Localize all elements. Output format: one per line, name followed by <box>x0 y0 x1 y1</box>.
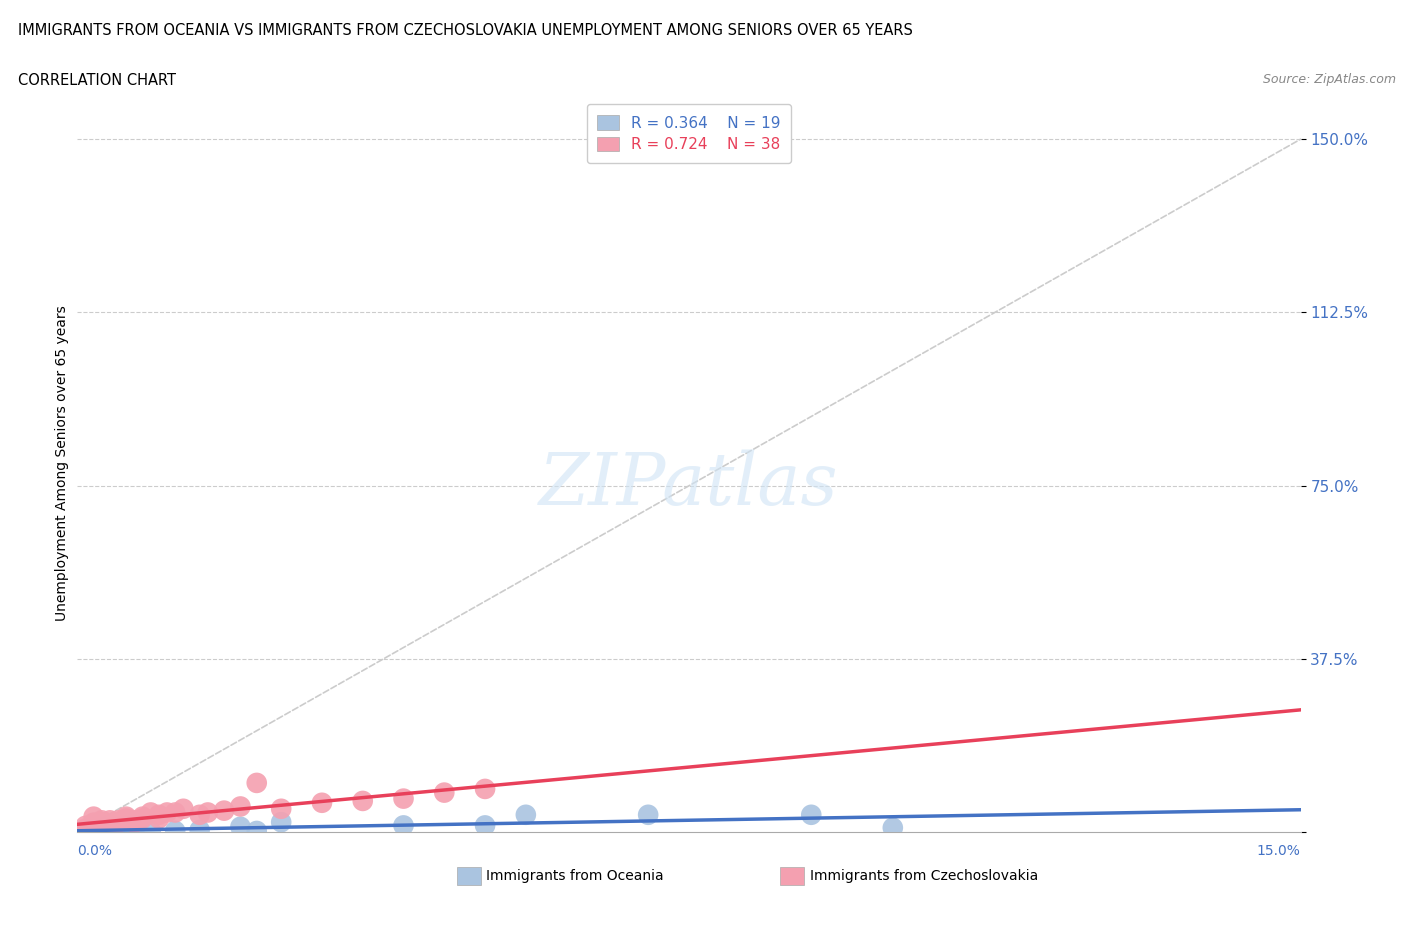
Text: IMMIGRANTS FROM OCEANIA VS IMMIGRANTS FROM CZECHOSLOVAKIA UNEMPLOYMENT AMONG SEN: IMMIGRANTS FROM OCEANIA VS IMMIGRANTS FR… <box>18 23 912 38</box>
Point <box>83 809 105 824</box>
Point <box>270 802 292 817</box>
Legend: R = 0.364    N = 19, R = 0.724    N = 38: R = 0.364 N = 19, R = 0.724 N = 38 <box>586 104 792 163</box>
Point <box>75 821 97 836</box>
Point <box>165 805 187 820</box>
Point <box>83 816 105 830</box>
Point <box>352 793 374 808</box>
Point <box>172 802 194 817</box>
Point <box>90 813 112 828</box>
Point <box>75 823 97 838</box>
Point <box>148 811 170 826</box>
Point <box>156 805 179 820</box>
Point <box>107 816 129 830</box>
Point <box>131 811 153 826</box>
Point <box>246 824 269 839</box>
Point <box>115 809 138 824</box>
Point <box>229 819 252 834</box>
Point <box>188 823 211 838</box>
Point <box>800 807 823 822</box>
Point <box>882 820 904 835</box>
Point <box>98 819 121 834</box>
Point <box>107 824 129 839</box>
Point <box>83 817 105 832</box>
Point <box>90 823 112 838</box>
Point <box>83 819 105 834</box>
Point <box>98 817 121 832</box>
Point <box>474 818 496 833</box>
Point <box>474 781 496 796</box>
Text: Immigrants from Oceania: Immigrants from Oceania <box>486 869 664 883</box>
Point <box>124 823 146 838</box>
Point <box>212 804 235 818</box>
Point <box>107 813 129 828</box>
Point <box>148 807 170 822</box>
Point <box>98 824 121 839</box>
Point <box>75 823 97 838</box>
Point <box>83 824 105 839</box>
Point <box>197 805 219 820</box>
Text: CORRELATION CHART: CORRELATION CHART <box>18 73 176 87</box>
Point <box>392 818 415 833</box>
Point <box>90 816 112 830</box>
Point <box>392 791 415 806</box>
Point <box>188 807 211 822</box>
Text: Source: ZipAtlas.com: Source: ZipAtlas.com <box>1263 73 1396 86</box>
Point <box>637 807 659 822</box>
Point <box>115 811 138 826</box>
Y-axis label: Unemployment Among Seniors over 65 years: Unemployment Among Seniors over 65 years <box>55 305 69 620</box>
Point <box>311 795 333 810</box>
Point <box>229 799 252 814</box>
Point <box>515 807 537 822</box>
Text: 0.0%: 0.0% <box>77 844 112 858</box>
Point <box>270 815 292 830</box>
Point <box>124 816 146 830</box>
Point <box>139 805 162 820</box>
Point <box>165 824 187 839</box>
Point <box>75 818 97 833</box>
Text: 15.0%: 15.0% <box>1257 844 1301 858</box>
Point <box>90 817 112 832</box>
Point <box>246 776 269 790</box>
Point <box>131 809 153 824</box>
Point <box>139 824 162 839</box>
Point <box>124 813 146 828</box>
Text: Immigrants from Czechoslovakia: Immigrants from Czechoslovakia <box>810 869 1038 883</box>
Point <box>98 813 121 828</box>
Text: ZIPatlas: ZIPatlas <box>538 449 839 520</box>
Point <box>115 824 138 839</box>
Point <box>433 785 456 800</box>
